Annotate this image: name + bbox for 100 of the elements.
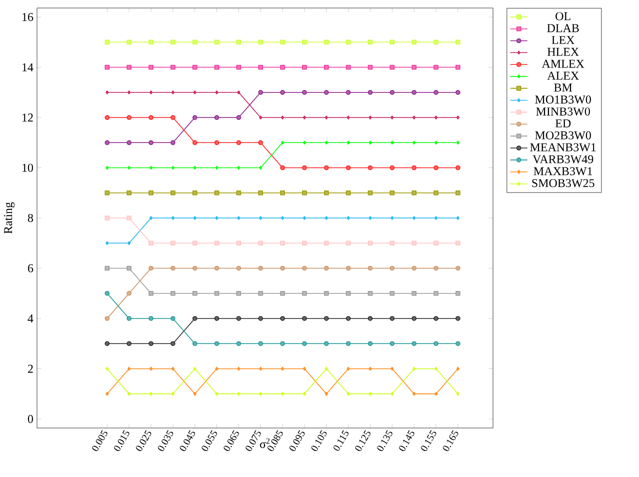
point — [126, 190, 132, 196]
point — [412, 316, 416, 321]
point — [237, 166, 240, 170]
point — [193, 166, 196, 170]
legend-label: OL — [556, 12, 570, 20]
point — [214, 115, 220, 120]
point — [126, 216, 132, 220]
point — [368, 64, 373, 70]
point — [412, 140, 416, 145]
point — [281, 116, 284, 120]
legend-label: MAXB3W1 — [534, 167, 592, 176]
point — [324, 90, 329, 95]
point — [148, 290, 154, 296]
point — [280, 290, 285, 296]
point — [412, 90, 416, 95]
point — [126, 266, 132, 271]
point — [346, 216, 350, 220]
point — [214, 341, 220, 346]
point — [281, 140, 284, 145]
point — [193, 216, 196, 220]
point — [390, 140, 394, 145]
point — [192, 40, 198, 45]
point — [258, 290, 264, 296]
point — [104, 316, 110, 321]
point — [390, 266, 395, 271]
point — [280, 316, 285, 321]
point — [258, 64, 264, 70]
point — [456, 90, 460, 95]
point — [368, 116, 372, 120]
point — [456, 341, 460, 346]
point — [390, 366, 394, 371]
point — [170, 190, 176, 196]
point — [302, 140, 306, 145]
point — [412, 366, 416, 371]
point — [302, 240, 307, 246]
point — [106, 241, 109, 246]
point — [302, 266, 307, 271]
point — [412, 190, 416, 196]
point — [368, 90, 373, 95]
y-tick-label: 12 — [22, 114, 33, 122]
point — [126, 140, 132, 146]
point — [148, 190, 154, 196]
point — [236, 115, 242, 120]
point — [106, 392, 109, 396]
point — [324, 64, 329, 70]
point — [302, 165, 307, 170]
point — [258, 90, 264, 95]
point — [324, 165, 329, 170]
point — [214, 316, 220, 321]
point — [258, 240, 264, 246]
point — [280, 266, 285, 271]
point — [148, 341, 154, 346]
point — [280, 190, 285, 196]
legend-label: VARB3W49 — [532, 155, 594, 164]
point — [149, 166, 153, 170]
point — [171, 90, 174, 94]
y-tick-label: 6 — [28, 264, 34, 272]
point — [126, 40, 132, 45]
point — [236, 341, 242, 346]
point — [390, 316, 395, 321]
y-tick-label: 10 — [22, 164, 34, 172]
point — [104, 64, 110, 70]
point — [214, 64, 220, 70]
point — [193, 366, 196, 371]
point — [280, 40, 285, 45]
point — [346, 366, 350, 371]
point — [456, 266, 460, 271]
point — [192, 290, 198, 296]
point — [434, 392, 438, 396]
point — [126, 341, 132, 346]
point — [346, 40, 351, 45]
point — [412, 64, 416, 70]
point — [412, 392, 416, 396]
point — [324, 190, 329, 196]
point — [302, 341, 307, 346]
point — [390, 341, 395, 346]
point — [368, 216, 372, 220]
point — [324, 266, 329, 271]
point — [170, 40, 176, 45]
point — [434, 64, 438, 70]
point — [302, 392, 306, 396]
point — [346, 165, 351, 170]
point — [302, 64, 307, 70]
point — [236, 266, 242, 271]
point — [214, 140, 220, 146]
point — [346, 240, 351, 246]
point — [128, 392, 131, 396]
point — [171, 366, 174, 371]
point — [170, 290, 176, 296]
point — [390, 392, 394, 396]
point — [215, 166, 218, 170]
point — [104, 290, 110, 296]
point — [170, 140, 176, 146]
point — [128, 90, 131, 94]
y-tick-label: 0 — [28, 414, 34, 423]
point — [390, 165, 395, 170]
point — [258, 40, 264, 45]
point — [456, 116, 460, 120]
point — [434, 116, 438, 120]
point — [412, 341, 416, 346]
